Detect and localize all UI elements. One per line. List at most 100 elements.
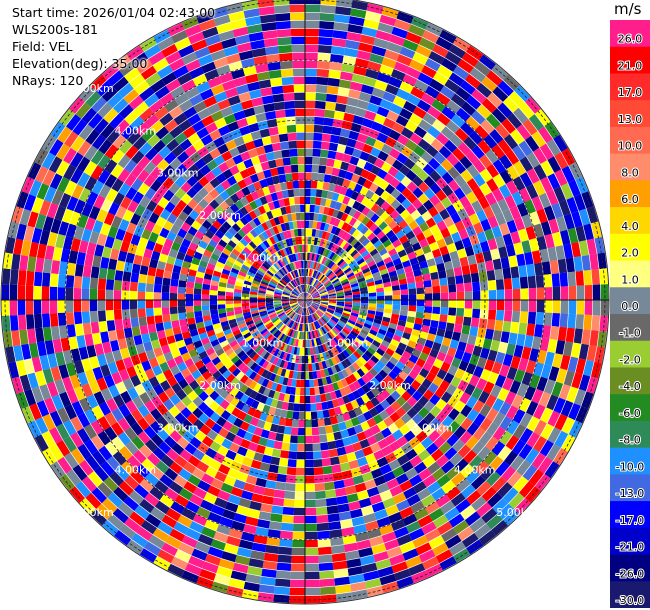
velocity-bin (286, 124, 297, 133)
velocity-bin (98, 445, 113, 461)
velocity-bin (183, 126, 197, 139)
velocity-bin (199, 380, 210, 391)
velocity-bin (153, 204, 165, 216)
velocity-bin (212, 270, 222, 278)
velocity-bin (281, 149, 290, 158)
velocity-bin (469, 130, 483, 145)
velocity-bin (139, 142, 153, 156)
velocity-bin (327, 307, 335, 312)
velocity-bin (402, 513, 418, 526)
velocity-bin (336, 380, 344, 390)
velocity-bin (421, 494, 436, 508)
velocity-bin (405, 230, 416, 240)
velocity-bin (370, 468, 383, 479)
velocity-bin (317, 213, 324, 222)
velocity-bin (222, 344, 232, 352)
velocity-bin (169, 125, 183, 139)
velocity-bin (431, 99, 446, 113)
velocity-bin (260, 328, 268, 335)
velocity-bin (153, 29, 171, 44)
velocity-bin (350, 173, 361, 184)
velocity-bin (194, 46, 211, 59)
velocity-bin (11, 330, 21, 347)
velocity-bin (359, 403, 369, 414)
velocity-bin (100, 331, 110, 344)
velocity-bin (520, 288, 529, 300)
velocity-bin (292, 313, 297, 321)
velocity-bin (192, 74, 208, 87)
velocity-bin (21, 343, 32, 360)
velocity-bin (427, 125, 441, 139)
velocity-bin (243, 581, 260, 592)
velocity-bin (410, 163, 423, 176)
velocity-bin (70, 416, 84, 432)
velocity-bin (350, 342, 359, 351)
velocity-bin (36, 243, 47, 259)
velocity-bin (218, 162, 229, 173)
velocity-bin (366, 172, 377, 183)
velocity-bin (319, 274, 325, 282)
velocity-bin (398, 315, 408, 322)
velocity-bin (340, 278, 349, 284)
velocity-bin (512, 145, 526, 161)
velocity-bin (277, 322, 284, 330)
velocity-bin (346, 138, 357, 148)
velocity-bin (328, 291, 336, 295)
velocity-bin (237, 410, 247, 421)
velocity-bin (505, 180, 519, 195)
velocity-bin (229, 442, 240, 453)
velocity-bin (428, 535, 445, 549)
velocity-bin (499, 401, 512, 416)
velocity-bin (312, 221, 318, 229)
velocity-bin (257, 302, 266, 305)
velocity-bin (332, 382, 340, 391)
velocity-bin (262, 30, 278, 40)
velocity-bin (450, 93, 466, 108)
velocity-bin (174, 258, 184, 267)
velocity-bin (319, 344, 325, 353)
velocity-bin (327, 383, 335, 393)
velocity-bin (274, 183, 282, 192)
velocity-bin (481, 76, 498, 92)
velocity-bin (253, 138, 264, 148)
velocity-bin (575, 314, 584, 330)
velocity-bin (96, 233, 108, 247)
velocity-bin (305, 300, 311, 305)
velocity-bin (283, 289, 291, 294)
velocity-bin (409, 132, 423, 145)
velocity-bin (481, 508, 498, 524)
velocity-bin (112, 508, 129, 524)
velocity-bin (106, 129, 121, 144)
velocity-bin (310, 180, 318, 189)
velocity-bin (234, 260, 243, 268)
velocity-bin (331, 126, 342, 136)
velocity-bin (388, 220, 398, 230)
velocity-bin (338, 136, 349, 146)
velocity-bin (367, 285, 376, 290)
velocity-bin (573, 256, 583, 272)
velocity-bin (325, 497, 338, 507)
velocity-bin (187, 474, 201, 487)
velocity-bin (123, 261, 133, 273)
velocity-bin (189, 209, 200, 221)
velocity-bin (535, 312, 545, 325)
velocity-bin (285, 418, 293, 427)
velocity-bin (473, 173, 486, 187)
velocity-bin (554, 152, 569, 170)
velocity-bin (164, 201, 176, 213)
velocity-bin (69, 374, 81, 389)
velocity-bin (284, 100, 295, 110)
velocity-bin (289, 587, 305, 596)
velocity-bin (441, 480, 456, 494)
velocity-bin (317, 272, 323, 280)
velocity-bin (219, 399, 230, 410)
velocity-bin (234, 245, 243, 253)
velocity-bin (270, 167, 279, 177)
velocity-bin (464, 204, 476, 217)
velocity-bin (98, 267, 108, 280)
velocity-bin (134, 80, 150, 95)
velocity-bin (214, 117, 227, 129)
velocity-bin (290, 245, 295, 254)
velocity-bin (260, 242, 268, 251)
velocity-bin (342, 242, 350, 251)
